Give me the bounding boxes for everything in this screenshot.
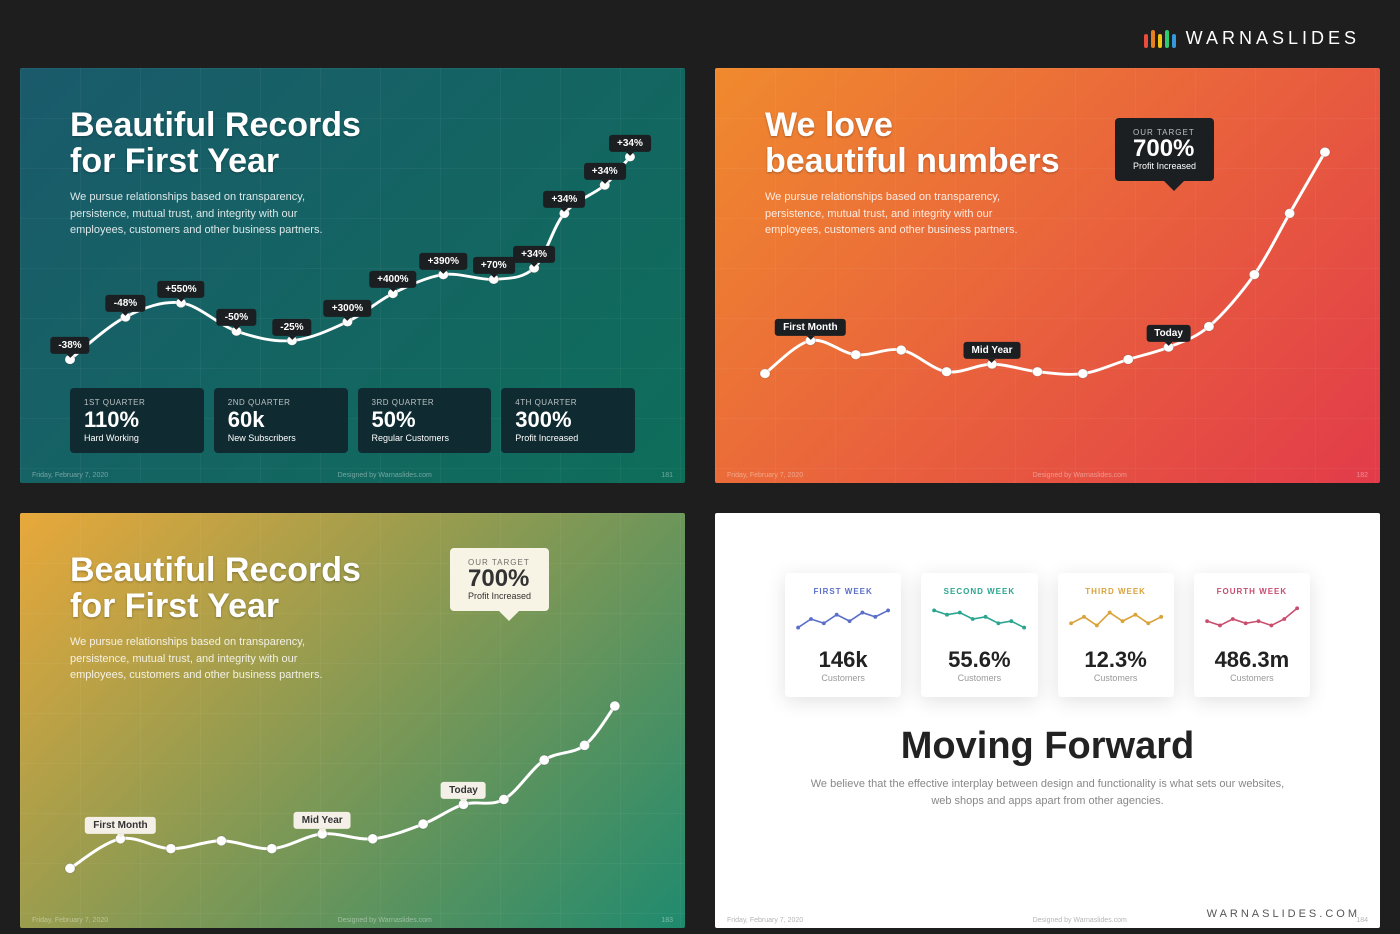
mini-card: FIRST WEEK 146kCustomers — [785, 573, 901, 697]
chart-label: +300% — [324, 300, 371, 317]
stat-card: 2ND QUARTER60kNew Subscribers — [214, 388, 348, 453]
chart-label: +34% — [609, 135, 651, 152]
slide1-stats: 1ST QUARTER110%Hard Working2ND QUARTER60… — [70, 388, 635, 453]
slide3-footer: Friday, February 7, 2020Designed by Warn… — [20, 912, 685, 928]
slide-grid: Beautiful Recordsfor First Year We pursu… — [20, 68, 1380, 928]
mini-card: SECOND WEEK 55.6%Customers — [921, 573, 1037, 697]
slide-3: Beautiful Recordsfor First Year We pursu… — [20, 513, 685, 928]
chart-label: +34% — [513, 246, 555, 263]
slide-2: We lovebeautiful numbers We pursue relat… — [715, 68, 1380, 483]
slide4-title: Moving Forward — [745, 725, 1350, 768]
chart-label: -48% — [106, 295, 145, 312]
slide2-chart: First Month Mid Year Today — [765, 138, 1330, 383]
slide4-cards: FIRST WEEK 146kCustomersSECOND WEEK 55.6… — [785, 573, 1310, 697]
chart-label: Mid Year — [294, 812, 351, 829]
chart-label: +34% — [543, 191, 585, 208]
chart-label: First Month — [85, 817, 155, 834]
chart-label: +390% — [420, 253, 467, 270]
slide4-subtitle: We believe that the effective interplay … — [808, 776, 1288, 809]
chart-label: First Month — [775, 318, 845, 335]
chart-label: Today — [441, 782, 486, 799]
slide-4: FIRST WEEK 146kCustomersSECOND WEEK 55.6… — [715, 513, 1380, 928]
slide-1: Beautiful Recordsfor First Year We pursu… — [20, 68, 685, 483]
mini-card: FOURTH WEEK 486.3mCustomers — [1194, 573, 1310, 697]
slide1-chart: -38%-48%+550%-50%-25%+300%+400%+390%+70%… — [70, 138, 635, 383]
slide1-footer: Friday, February 7, 2020Designed by Warn… — [20, 467, 685, 483]
chart-label: +550% — [157, 281, 204, 298]
stat-card: 1ST QUARTER110%Hard Working — [70, 388, 204, 453]
chart-label: -50% — [217, 309, 256, 326]
chart-label: -25% — [272, 318, 311, 335]
mini-card: THIRD WEEK 12.3%Customers — [1058, 573, 1174, 697]
chart-label: +70% — [473, 257, 515, 274]
stat-card: 4TH QUARTER300%Profit Increased — [501, 388, 635, 453]
chart-label: Today — [1146, 325, 1191, 342]
stat-card: 3RD QUARTER50%Regular Customers — [358, 388, 492, 453]
slide2-footer: Friday, February 7, 2020Designed by Warn… — [715, 467, 1380, 483]
chart-label: -38% — [50, 337, 89, 354]
slide3-chart: First Month Mid Year Today — [70, 583, 635, 888]
chart-label: Mid Year — [964, 342, 1021, 359]
chart-label: +34% — [584, 163, 626, 180]
logo-bars-icon — [1144, 30, 1176, 48]
brand-logo: WARNASLIDES — [1144, 28, 1360, 49]
watermark: WARNASLIDES.COM — [1207, 908, 1360, 920]
chart-label: +400% — [369, 271, 416, 288]
brand-name: WARNASLIDES — [1186, 28, 1360, 49]
